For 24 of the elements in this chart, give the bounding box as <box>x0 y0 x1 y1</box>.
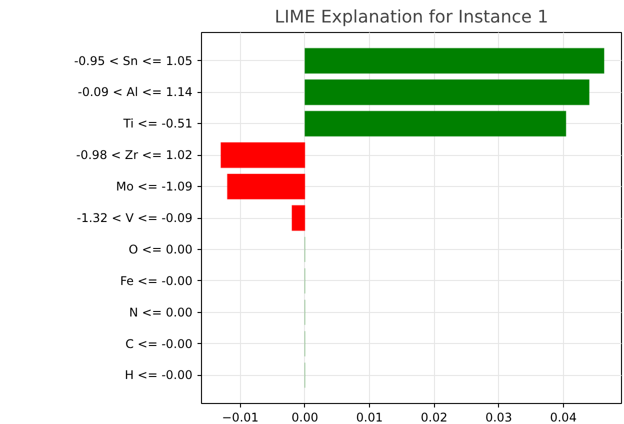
x-tick-label: 0.02 <box>420 410 448 424</box>
x-tick-label: −0.01 <box>222 410 259 424</box>
y-tick-label: Ti <= -0.51 <box>122 116 193 131</box>
y-tick-label: H <= -0.00 <box>124 368 192 382</box>
y-tick-label: -0.95 < Sn <= 1.05 <box>74 54 193 68</box>
bar <box>226 173 306 200</box>
y-tick-label: -0.09 < Al <= 1.14 <box>78 85 192 100</box>
y-tick-label: N <= 0.00 <box>129 305 193 320</box>
y-tick-label: C <= -0.00 <box>125 336 193 351</box>
bar <box>220 142 306 168</box>
x-tick-label: 0.04 <box>550 410 577 424</box>
chart-title: LIME Explanation for Instance 1 <box>274 8 548 28</box>
x-tick-label: 0.01 <box>356 410 383 424</box>
y-tick-label: Fe <= -0.00 <box>120 274 193 288</box>
y-tick-label: O <= 0.00 <box>128 242 193 256</box>
x-tick-label: 0.00 <box>292 410 318 424</box>
bar <box>304 48 605 74</box>
y-tick-label: -1.32 < V <= -0.09 <box>76 211 193 225</box>
bar <box>304 79 590 106</box>
bar <box>304 110 566 137</box>
x-tick-label: 0.03 <box>485 410 512 424</box>
y-tick-label: Mo <= -1.09 <box>116 180 192 194</box>
bar <box>291 204 306 232</box>
y-tick-label: -0.98 < Zr <= 1.02 <box>76 148 192 162</box>
